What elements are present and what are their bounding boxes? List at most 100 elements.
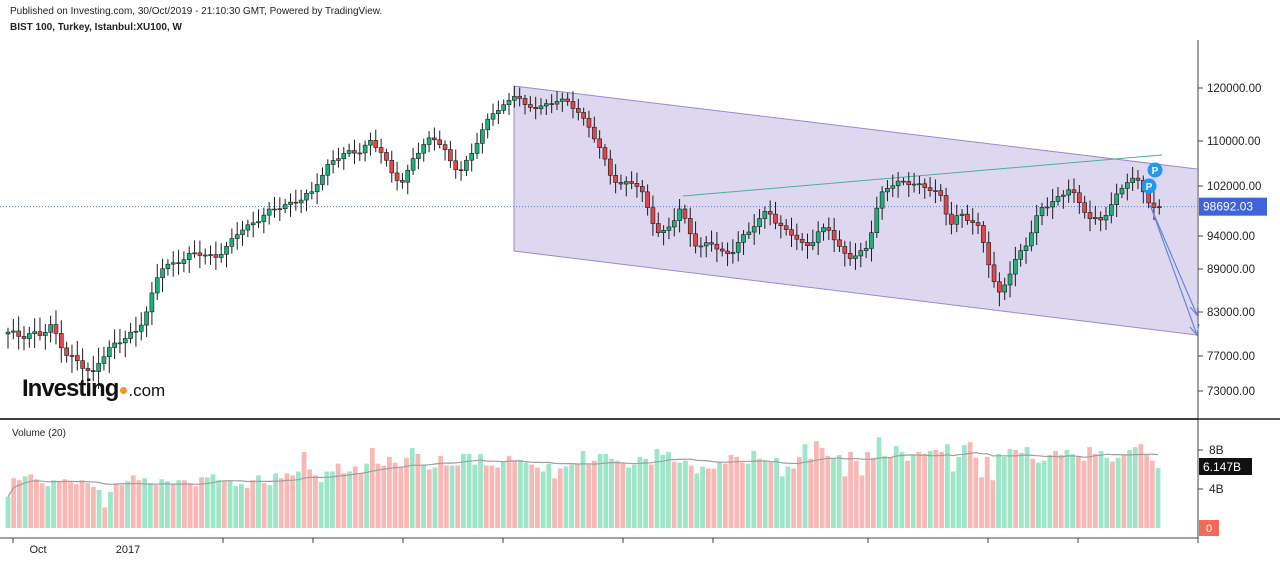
- candle-body: [5, 331, 11, 335]
- candle-body: [1029, 232, 1034, 247]
- candle-body: [1023, 245, 1029, 251]
- volume-bar: [705, 468, 711, 528]
- volume-bar: [39, 483, 45, 528]
- volume-bar: [85, 483, 91, 528]
- candle-body: [799, 238, 805, 243]
- p-marker-1: [1147, 162, 1163, 178]
- volume-bar: [1149, 460, 1155, 528]
- volume-bar: [261, 483, 267, 528]
- candle-body: [757, 218, 762, 227]
- volume-bar: [256, 475, 261, 528]
- candle-body: [858, 250, 864, 257]
- candle-body: [506, 99, 512, 106]
- volume-bar: [740, 462, 745, 528]
- trend-line: [682, 154, 1163, 197]
- candle-body: [565, 98, 570, 102]
- volume-bar: [432, 467, 438, 528]
- volume-bar: [369, 448, 375, 528]
- candle-body: [309, 191, 315, 194]
- volume-bar: [888, 456, 893, 528]
- volume-bar: [711, 468, 717, 528]
- candle-body: [975, 222, 981, 226]
- candle-body: [810, 242, 816, 247]
- price-tick-label-0: 120000.00: [1207, 83, 1261, 95]
- candle-body: [789, 229, 794, 236]
- candle-body: [879, 191, 885, 209]
- candle-body: [970, 220, 976, 223]
- candle-body: [101, 356, 107, 364]
- last-price-label: 98692.03: [1203, 200, 1253, 214]
- candle-body: [847, 252, 853, 259]
- volume-bar: [546, 463, 552, 528]
- volume-bar: [1092, 453, 1098, 528]
- candle-body: [1007, 273, 1013, 286]
- candle-body: [74, 355, 80, 362]
- candle-body: [655, 223, 661, 233]
- volume-bar: [899, 451, 905, 528]
- volume-bar: [193, 486, 199, 528]
- candle-body: [27, 333, 32, 339]
- candle-body: [400, 180, 405, 183]
- candle-body: [181, 259, 187, 264]
- projection-arrow-1: [1149, 204, 1198, 316]
- candle-body: [384, 152, 389, 161]
- candle-body: [773, 213, 778, 224]
- candle-body: [1087, 212, 1093, 220]
- volume-bar: [517, 459, 523, 528]
- candle-body: [218, 254, 224, 258]
- volume-bar: [609, 458, 614, 528]
- candle-body: [341, 153, 347, 160]
- candle-body: [794, 234, 800, 240]
- candle-body: [11, 330, 16, 333]
- candle-body: [1114, 193, 1119, 206]
- candle-body: [650, 207, 656, 224]
- volume-bar: [182, 480, 187, 528]
- candle-body: [240, 229, 245, 235]
- volume-bar: [443, 465, 449, 528]
- candle-body: [96, 363, 101, 372]
- volume-bar: [250, 480, 256, 528]
- volume-bar: [45, 486, 51, 528]
- channel-fill: [514, 86, 1197, 335]
- candle-body: [90, 370, 96, 372]
- volume-bar: [922, 453, 927, 528]
- candle-body: [613, 175, 618, 183]
- volume-bar: [273, 473, 278, 528]
- candle-body: [666, 226, 672, 231]
- candle-body: [1130, 177, 1135, 183]
- volume-bar: [216, 480, 222, 528]
- candle-body: [1135, 177, 1141, 181]
- volume-bar: [842, 476, 848, 528]
- candle-body: [528, 104, 533, 108]
- candle-body: [869, 232, 874, 249]
- candle-body: [21, 336, 27, 339]
- candle-body: [874, 207, 880, 233]
- volume-bar: [1098, 450, 1104, 528]
- candle-body: [133, 330, 139, 333]
- volume-bar: [774, 457, 779, 528]
- p-marker-label-1: P: [1152, 166, 1159, 177]
- candle-body: [522, 98, 528, 105]
- candle-body: [949, 213, 954, 225]
- volume-bar: [392, 462, 398, 528]
- volume-bar: [722, 463, 728, 528]
- volume-bar: [580, 450, 586, 528]
- volume-bar: [16, 480, 22, 528]
- candle-body: [336, 158, 341, 161]
- candle-body: [1125, 182, 1130, 189]
- candle-body: [43, 332, 48, 336]
- volume-bar: [569, 464, 575, 528]
- volume-bar: [313, 475, 318, 528]
- volume-bar: [1144, 454, 1150, 528]
- candle-body: [170, 262, 176, 265]
- volume-bar: [586, 464, 592, 528]
- candle-body: [1109, 204, 1114, 216]
- candle-body: [245, 224, 251, 231]
- candle-body: [911, 183, 917, 186]
- candle-body: [1151, 202, 1157, 208]
- volume-bar: [147, 483, 153, 528]
- volume-bar: [90, 487, 96, 528]
- volume-bar: [597, 453, 603, 528]
- volume-bar: [831, 457, 836, 528]
